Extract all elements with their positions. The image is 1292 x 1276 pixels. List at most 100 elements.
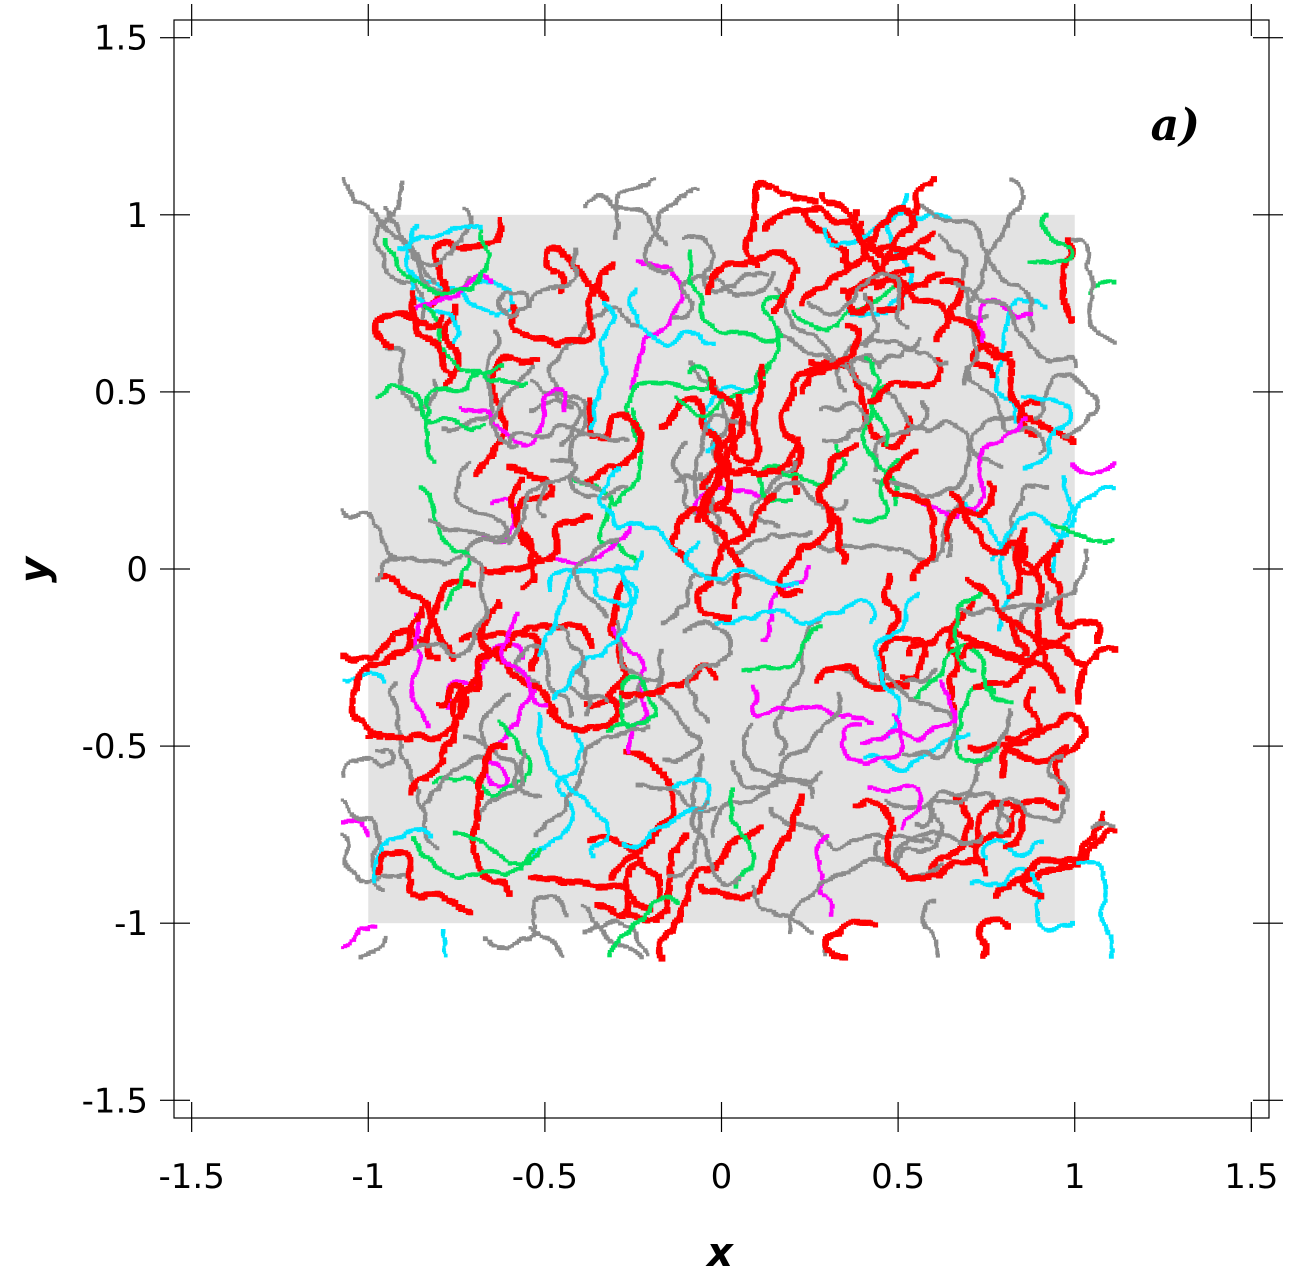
particle-point <box>391 683 396 688</box>
particle-point <box>586 494 591 499</box>
particle-point <box>1061 531 1065 535</box>
particle-point <box>454 335 458 340</box>
particle-point <box>819 544 824 550</box>
particle-point <box>491 514 496 519</box>
particle-point <box>711 251 716 256</box>
particle-point <box>797 777 802 783</box>
particle-point <box>481 307 486 312</box>
particle-point <box>527 875 532 880</box>
particle-point <box>421 823 426 827</box>
particle-point <box>782 472 787 477</box>
particle-point <box>933 798 938 803</box>
particle-point <box>775 498 779 502</box>
particle-point <box>1053 373 1058 378</box>
particle-point <box>677 447 681 451</box>
particle-point <box>514 762 518 767</box>
particle-point <box>688 360 693 366</box>
particle-point <box>973 430 978 435</box>
particle-point <box>836 320 840 325</box>
particle-point <box>859 546 864 551</box>
particle-point <box>464 464 469 469</box>
particle-point <box>712 254 716 259</box>
particle-point <box>674 315 680 320</box>
particle-point <box>631 652 636 656</box>
particle-point <box>804 217 811 223</box>
particle-point <box>1006 214 1012 220</box>
particle-point <box>711 257 715 261</box>
particle-point <box>689 234 695 239</box>
particle-point <box>674 275 679 280</box>
particle-point <box>620 718 625 723</box>
particle-point <box>650 916 656 922</box>
particle-point <box>491 280 496 284</box>
particle-point <box>881 468 886 473</box>
particle-point <box>819 770 823 775</box>
particle-point <box>478 512 482 516</box>
particle-point <box>1034 630 1039 635</box>
particle-point <box>407 280 411 284</box>
particle-point <box>616 585 624 592</box>
particle-point <box>699 336 703 341</box>
particle-point <box>399 373 404 378</box>
particle-point <box>346 187 351 191</box>
particle-point <box>1048 723 1054 729</box>
particle-point <box>513 659 518 663</box>
particle-point <box>751 798 755 802</box>
particle-point <box>511 722 516 727</box>
particle-point <box>546 664 551 669</box>
particle-point <box>1038 586 1044 592</box>
particle-point <box>499 945 505 951</box>
particle-point <box>1044 593 1049 598</box>
particle-point <box>1021 527 1028 534</box>
particle-point <box>516 644 522 649</box>
particle-point <box>615 866 622 872</box>
particle-point <box>882 292 888 297</box>
particle-point <box>809 322 814 327</box>
particle-point <box>512 486 518 492</box>
particle-point <box>981 791 986 796</box>
particle-point <box>995 370 1000 375</box>
particle-point <box>980 274 985 278</box>
particle-point <box>644 712 650 718</box>
particle-point <box>967 441 971 445</box>
particle-point <box>1069 438 1077 445</box>
particle-point <box>415 794 420 799</box>
particle-point <box>395 724 401 730</box>
particle-point <box>732 384 736 389</box>
particle-point <box>547 364 552 369</box>
particle-point <box>546 709 552 715</box>
particle-point <box>589 702 595 709</box>
particle-point <box>635 319 640 324</box>
particle-point <box>1033 483 1037 487</box>
particle-point <box>504 286 509 292</box>
particle-point <box>986 834 993 841</box>
particle-point <box>888 637 894 643</box>
particle-point <box>671 315 677 320</box>
particle-point <box>790 384 795 389</box>
particle-point <box>696 374 701 379</box>
particle-point <box>942 799 946 803</box>
particle-point <box>624 316 629 321</box>
particle-point <box>821 327 826 332</box>
particle-point <box>1089 493 1093 497</box>
particle-point <box>823 353 829 359</box>
particle-point <box>1044 596 1050 602</box>
particle-point <box>1038 259 1044 265</box>
particle-point <box>486 454 492 460</box>
particle-point <box>399 186 404 191</box>
particle-point <box>1016 549 1022 555</box>
particle-point <box>858 393 865 399</box>
particle-point <box>904 267 911 273</box>
particle-point <box>817 831 822 835</box>
particle-point <box>589 198 593 202</box>
particle-point <box>857 228 865 236</box>
particle-point <box>682 494 687 500</box>
particle-point <box>622 550 626 555</box>
particle-point <box>886 353 891 359</box>
particle-point <box>787 473 793 479</box>
particle-point <box>729 839 736 846</box>
particle-point <box>612 601 619 608</box>
particle-point <box>640 348 645 354</box>
particle-point <box>862 425 868 431</box>
particle-point <box>847 365 853 371</box>
